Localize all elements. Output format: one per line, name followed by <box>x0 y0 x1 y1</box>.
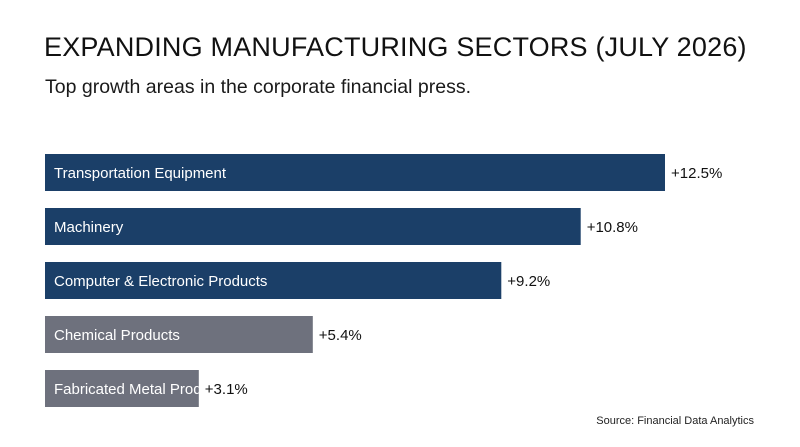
bar <box>45 370 199 407</box>
value-label: +12.5% <box>671 165 722 182</box>
bar <box>45 154 665 191</box>
value-label: +3.1% <box>205 381 248 398</box>
bar-row: Computer & Electronic Products +9.2% <box>45 262 550 299</box>
value-label: +9.2% <box>507 273 550 290</box>
bar-row: Chemical Products +5.4% <box>45 316 362 353</box>
bar <box>45 316 313 353</box>
source-note: Source: Financial Data Analytics <box>596 415 754 427</box>
bar <box>45 208 581 245</box>
category-label: Chemical Products <box>54 327 180 344</box>
chart-title: EXPANDING MANUFACTURING SECTORS (JULY 20… <box>44 32 747 62</box>
bar <box>45 262 502 299</box>
chart-subtitle: Top growth areas in the corporate financ… <box>45 76 471 98</box>
bar-row: Fabricated Metal Products+3.1% <box>45 370 248 407</box>
category-label: Transportation Equipment <box>54 165 227 182</box>
value-label: +5.4% <box>319 327 362 344</box>
category-label: Fabricated Metal Products <box>54 381 229 398</box>
bar-row: Machinery +10.8% <box>45 208 638 245</box>
value-label: +10.8% <box>587 219 638 236</box>
category-label: Computer & Electronic Products <box>54 273 267 290</box>
bar-row: Transportation Equipment +12.5% <box>45 154 722 191</box>
category-label: Machinery <box>54 219 124 236</box>
